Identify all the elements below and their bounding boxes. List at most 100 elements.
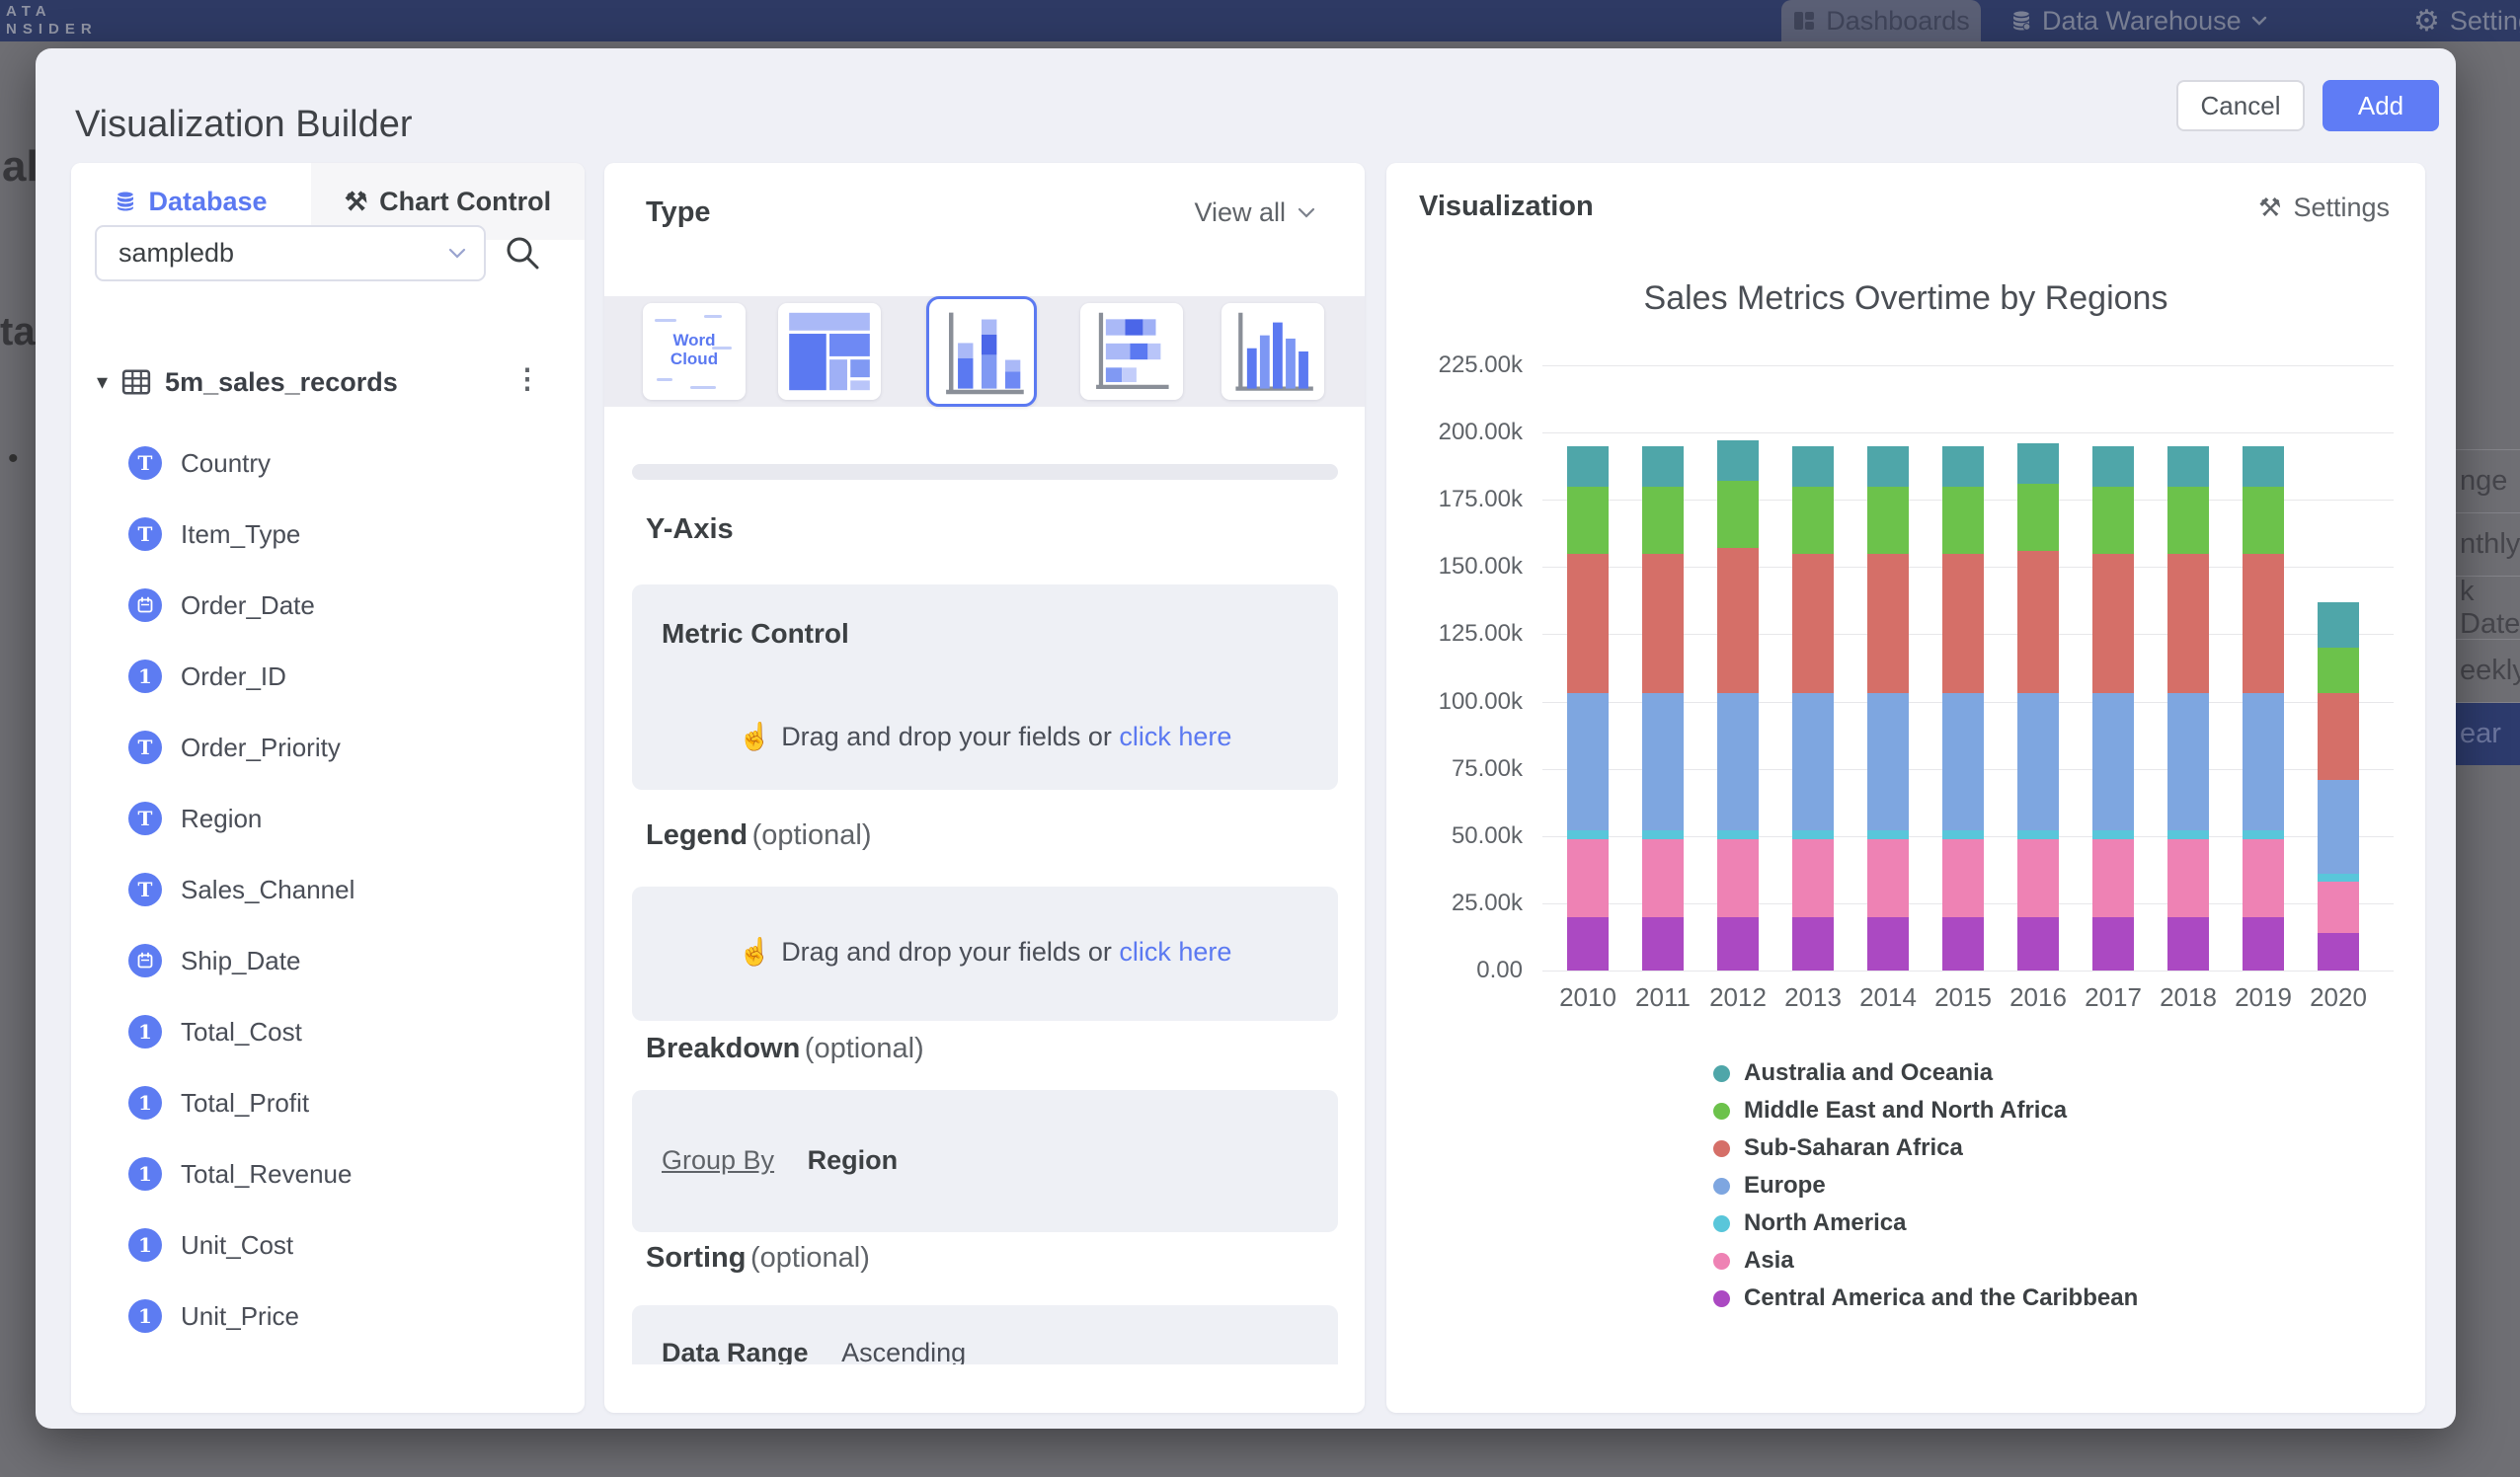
tab-database-label: Database <box>148 186 268 216</box>
bar-segment <box>2092 693 2134 831</box>
legend-label: North America <box>1744 1209 1907 1236</box>
field-label: Ship_Date <box>181 945 301 975</box>
settings-label: Settings <box>2293 193 2390 222</box>
legend-item[interactable]: Sub-Saharan Africa <box>1713 1129 2138 1167</box>
legend-dot <box>1713 1177 1730 1195</box>
bar-segment <box>2167 553 2209 694</box>
bar-segment <box>1792 445 1834 487</box>
breakdown-group-by-card[interactable]: Group By Region <box>632 1090 1338 1232</box>
field-row-order_priority[interactable]: T Order_Priority <box>71 712 585 783</box>
group-by-label[interactable]: Group By <box>662 1145 775 1175</box>
bar-segment <box>2017 838 2059 917</box>
nav-settings[interactable]: ⚙ Settings <box>2413 0 2520 41</box>
bar-segment <box>2318 932 2359 971</box>
bar-segment <box>1717 830 1759 839</box>
field-row-total_cost[interactable]: 1 Total_Cost <box>71 996 585 1067</box>
number-field-icon: 1 <box>128 1157 162 1191</box>
chart-type-stacked-bar[interactable] <box>1080 303 1183 400</box>
gridline <box>1542 971 2394 972</box>
table-icon <box>121 368 151 396</box>
legend-drop-zone[interactable]: ☝ Drag and drop your fields or click here <box>632 887 1338 1021</box>
number-field-icon: 1 <box>128 1299 162 1333</box>
metric-click-here-link[interactable]: click here <box>1119 722 1232 751</box>
number-field-icon: 1 <box>128 1086 162 1120</box>
field-row-total_revenue[interactable]: 1 Total_Revenue <box>71 1138 585 1209</box>
bar-segment <box>1642 916 1684 971</box>
bg-occluded-heading-fragment: al <box>2 142 39 191</box>
chart-type-column[interactable] <box>1221 303 1324 400</box>
bar-segment <box>2318 693 2359 780</box>
chart-type-treemap[interactable] <box>778 303 881 400</box>
type-section-title: Type <box>646 196 711 228</box>
bar-segment <box>2167 838 2209 917</box>
field-label: Order_Priority <box>181 732 341 762</box>
horizontal-scrollbar[interactable] <box>632 464 1338 480</box>
field-row-item_type[interactable]: T Item_Type <box>71 499 585 570</box>
field-row-order_date[interactable]: Order_Date <box>71 570 585 641</box>
stacked-bar-2020 <box>2318 601 2359 971</box>
bar-segment <box>1792 830 1834 839</box>
sorting-row-card[interactable]: Data Range Ascending <box>632 1305 1338 1364</box>
table-tree-row[interactable]: ▾ 5m_sales_records ⋮ <box>71 360 585 404</box>
bar-segment <box>2017 551 2059 694</box>
stacked-bar-2018 <box>2167 445 2209 971</box>
x-tick-label: 2014 <box>1859 982 1917 1012</box>
chart-type-stacked-column-selected[interactable] <box>926 296 1037 407</box>
kebab-menu-icon[interactable]: ⋮ <box>513 363 541 394</box>
field-row-order_id[interactable]: 1 Order_ID <box>71 641 585 712</box>
bar-segment <box>2318 601 2359 649</box>
search-icon[interactable] <box>504 234 541 272</box>
field-label: Region <box>181 803 263 833</box>
x-tick-label: 2019 <box>2235 982 2292 1012</box>
chart-type-word-cloud[interactable]: Word Cloud <box>643 303 746 400</box>
nav-data-warehouse[interactable]: Data Warehouse <box>2010 0 2267 41</box>
field-row-ship_date[interactable]: Ship_Date <box>71 925 585 996</box>
legend-item[interactable]: Australia and Oceania <box>1713 1054 2138 1092</box>
bar-segment <box>1642 830 1684 839</box>
legend-section-title: Legend (optional) <box>646 819 872 851</box>
legend-dot <box>1713 1102 1730 1120</box>
x-tick-label: 2018 <box>2160 982 2217 1012</box>
legend-item[interactable]: Asia <box>1713 1242 2138 1280</box>
stacked-bar-2012 <box>1717 440 1759 971</box>
settings-button[interactable]: ⚒ Settings <box>2258 193 2390 223</box>
view-all-dropdown[interactable]: View all <box>1194 197 1315 228</box>
database-select[interactable]: sampledb <box>95 225 486 281</box>
bar-segment <box>1792 838 1834 917</box>
nav-dashboards[interactable]: Dashboards <box>1781 0 1981 41</box>
collapse-triangle-icon[interactable]: ▾ <box>97 369 109 394</box>
bar-segment <box>1717 481 1759 549</box>
gear-icon: ⚙ <box>2413 4 2440 38</box>
legend-item[interactable]: Central America and the Caribbean <box>1713 1280 2138 1317</box>
cancel-button[interactable]: Cancel <box>2176 80 2305 131</box>
field-row-unit_price[interactable]: 1 Unit_Price <box>71 1281 585 1352</box>
field-row-total_profit[interactable]: 1 Total_Profit <box>71 1067 585 1138</box>
dashboards-grid-icon <box>1792 9 1816 33</box>
y-tick-label: 175.00k <box>1438 486 1523 513</box>
number-field-icon: 1 <box>128 660 162 693</box>
stacked-bar-2017 <box>2092 445 2134 971</box>
bar-segment <box>1792 916 1834 971</box>
legend-item[interactable]: Middle East and North Africa <box>1713 1092 2138 1129</box>
field-row-country[interactable]: T Country <box>71 428 585 499</box>
bar-segment <box>2092 445 2134 487</box>
field-row-region[interactable]: T Region <box>71 783 585 854</box>
x-tick-label: 2011 <box>1635 982 1691 1012</box>
metric-control-drop-zone[interactable]: Metric Control ☝ Drag and drop your field… <box>632 584 1338 790</box>
legend-click-here-link[interactable]: click here <box>1119 937 1232 967</box>
bar-segment <box>2318 882 2359 933</box>
bar-segment <box>2167 486 2209 554</box>
legend-item[interactable]: North America <box>1713 1205 2138 1242</box>
tools-icon: ⚒ <box>2258 193 2282 222</box>
legend-item[interactable]: Europe <box>1713 1167 2138 1205</box>
number-field-icon: 1 <box>128 1015 162 1049</box>
add-button[interactable]: Add <box>2323 80 2439 131</box>
bar-segment <box>1942 445 1984 487</box>
hand-pointer-icon: ☝ <box>738 937 772 967</box>
table-name: 5m_sales_records <box>165 366 398 397</box>
text-field-icon: T <box>128 731 162 764</box>
nav-settings-label: Settings <box>2449 5 2520 36</box>
word-cloud-text2: Cloud <box>669 350 719 368</box>
field-row-sales_channel[interactable]: T Sales_Channel <box>71 854 585 925</box>
field-row-unit_cost[interactable]: 1 Unit_Cost <box>71 1209 585 1281</box>
